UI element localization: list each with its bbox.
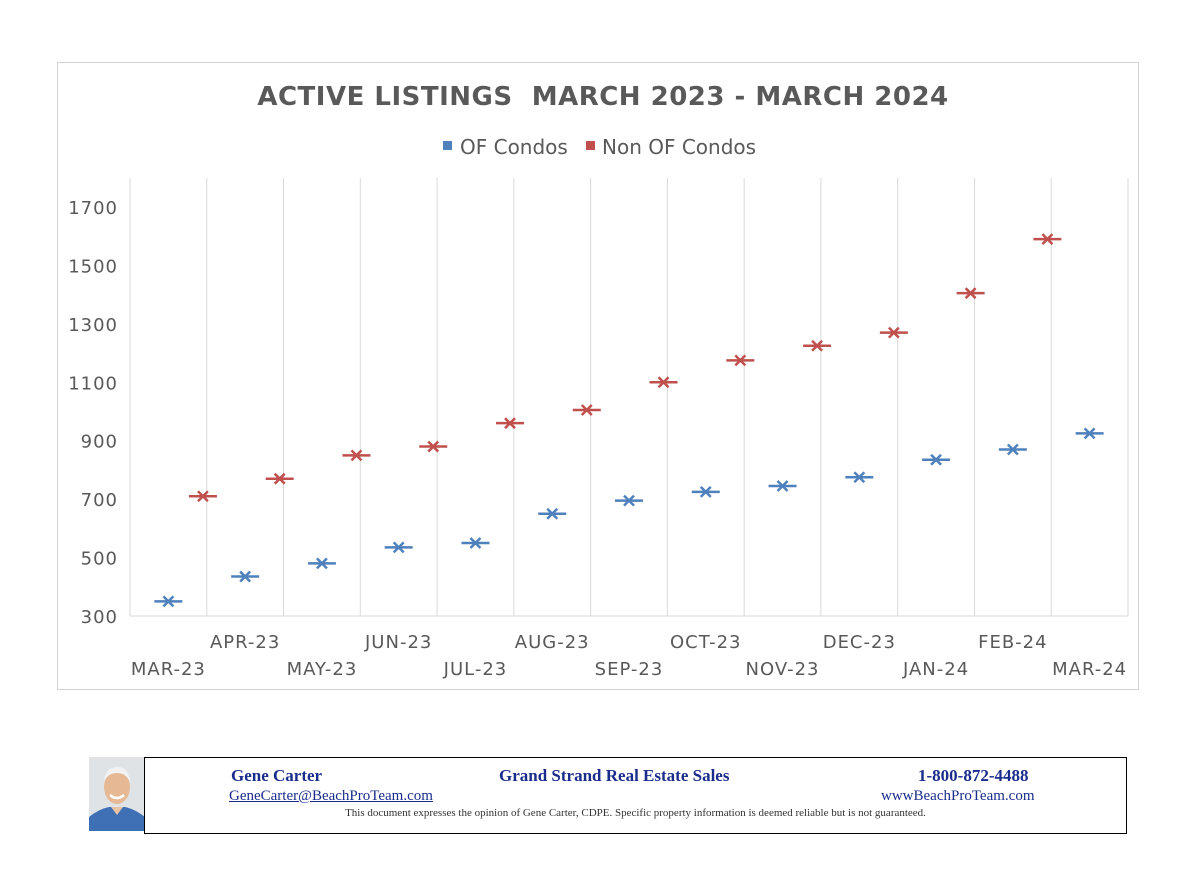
y-tick-label: 300	[81, 607, 118, 628]
y-tick-label: 900	[81, 432, 118, 453]
marker-non-of-condos	[726, 354, 755, 367]
website-link[interactable]: wwwBeachProTeam.com	[881, 788, 1035, 804]
agent-photo	[89, 757, 145, 831]
y-tick-label: 1100	[68, 373, 118, 394]
marker-non-of-condos	[496, 417, 525, 430]
footer: Gene Carter GeneCarter@BeachProTeam.com …	[89, 757, 1129, 835]
y-tick-label: 500	[81, 549, 118, 570]
x-tick-label: MAR-23	[131, 659, 206, 680]
x-tick-label: OCT-23	[670, 632, 741, 653]
marker-of-condos	[538, 507, 567, 520]
y-tick-label: 1300	[68, 315, 118, 336]
marker-non-of-condos	[342, 449, 371, 462]
legend-swatch-non-of-condos	[586, 141, 595, 150]
x-tick-label: JUN-23	[364, 632, 432, 653]
marker-non-of-condos	[419, 440, 448, 453]
marker-non-of-condos	[879, 326, 908, 339]
chart-svg: ACTIVE LISTINGS MARCH 2023 - MARCH 2024 …	[68, 82, 1129, 680]
marker-non-of-condos	[265, 472, 294, 485]
legend: OF Condos Non OF Condos	[443, 135, 756, 159]
phone-number: 1-800-872-4488	[918, 766, 1029, 785]
marker-of-condos	[1075, 427, 1104, 440]
marker-non-of-condos	[188, 490, 217, 503]
marker-of-condos	[691, 485, 720, 498]
legend-label-of-condos: OF Condos	[460, 135, 568, 159]
agent-name: Gene Carter	[231, 766, 323, 785]
chart-card: ACTIVE LISTINGS MARCH 2023 - MARCH 2024 …	[57, 62, 1139, 690]
marker-of-condos	[768, 480, 797, 492]
x-tick-label: DEC-23	[823, 632, 896, 653]
marker-of-condos	[307, 557, 336, 570]
marker-non-of-condos	[649, 376, 678, 389]
x-tick-label: MAY-23	[287, 659, 358, 680]
x-tick-label: AUG-23	[515, 632, 590, 653]
marker-non-of-condos	[956, 287, 985, 300]
x-tick-label: NOV-23	[746, 659, 820, 680]
marker-non-of-condos	[1033, 233, 1062, 246]
marker-of-condos	[461, 537, 490, 549]
x-tick-label: SEP-23	[595, 659, 664, 680]
legend-swatch-of-condos	[443, 141, 452, 150]
marker-of-condos	[384, 541, 413, 554]
y-tick-label: 700	[81, 490, 118, 511]
marker-of-condos	[998, 443, 1027, 456]
marker-of-condos	[922, 453, 951, 466]
marker-of-condos	[154, 595, 183, 608]
marker-of-condos	[231, 570, 260, 583]
marker-of-condos	[845, 471, 874, 484]
x-tick-label: FEB-24	[978, 632, 1047, 653]
marker-non-of-condos	[803, 339, 832, 352]
x-tick-label: APR-23	[210, 632, 280, 653]
chart-title: ACTIVE LISTINGS MARCH 2023 - MARCH 2024	[257, 82, 948, 112]
legend-label-non-of-condos: Non OF Condos	[602, 135, 756, 159]
data-markers	[154, 233, 1104, 608]
x-tick-label: MAR-24	[1052, 659, 1127, 680]
y-tick-label: 1500	[68, 256, 118, 277]
x-tick-label: JUL-23	[443, 659, 508, 680]
company-name: Grand Strand Real Estate Sales	[499, 766, 730, 785]
agent-email-link[interactable]: GeneCarter@BeachProTeam.com	[229, 788, 433, 804]
disclaimer-text: This document expresses the opinion of G…	[345, 807, 926, 819]
gridlines	[129, 178, 1129, 617]
contact-box: Gene Carter GeneCarter@BeachProTeam.com …	[144, 757, 1127, 834]
x-tick-label: JAN-24	[902, 659, 969, 680]
y-axis-ticks: 1700 1500 1300 1100 900 700 500 300	[68, 198, 118, 628]
marker-non-of-condos	[572, 404, 601, 416]
y-tick-label: 1700	[68, 198, 118, 219]
marker-of-condos	[615, 494, 643, 507]
